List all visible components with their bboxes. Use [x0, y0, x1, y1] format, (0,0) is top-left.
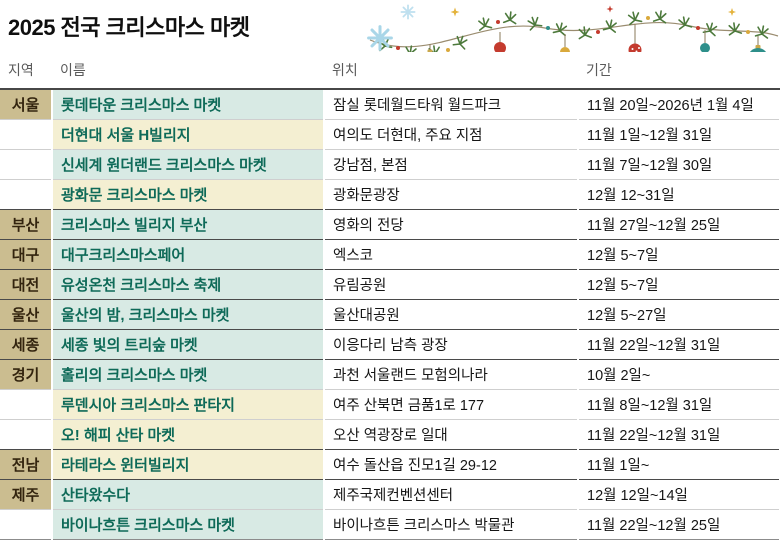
pine-sprig: [376, 9, 771, 59]
market-name-cell: 울산의 밤, 크리스마스 마켓: [52, 298, 325, 329]
market-name-cell: 대구크리스마스페어: [52, 238, 325, 269]
market-name-cell: 라테라스 윈터빌리지: [52, 448, 325, 479]
region-cell: [0, 388, 53, 419]
page-title: 2025 전국 크리스마스 마켓: [8, 15, 250, 40]
table-row: 울산 울산의 밤, 크리스마스 마켓 울산대공원 12월 5~27일: [0, 298, 780, 329]
region-cell: [0, 508, 53, 540]
market-name-cell: 크리스마스 빌리지 부산: [52, 208, 325, 239]
period-cell: 11월 1일~: [578, 448, 780, 479]
location-cell: 제주국제컨벤션센터: [324, 478, 579, 509]
table-row: 세종 세종 빛의 트리숲 마켓 이응다리 남측 광장 11월 22일~12월 3…: [0, 328, 780, 359]
period-cell: 12월 5~27일: [578, 298, 780, 329]
market-name-cell: 바이나흐튼 크리스마스 마켓: [52, 508, 325, 540]
location-cell: 유림공원: [324, 268, 579, 299]
period-cell: 12월 12일~14일: [578, 478, 780, 509]
market-name-cell: 세종 빛의 트리숲 마켓: [52, 328, 325, 359]
header-row: 지역 이름 위치 기간: [0, 52, 780, 90]
location-cell: 잠실 롯데월드타워 월드파크: [324, 88, 579, 119]
region-cell: 제주: [0, 478, 53, 509]
column-header-name: 이름: [52, 52, 324, 90]
region-cell: 대전: [0, 268, 53, 299]
market-table: 지역 이름 위치 기간 서울 롯데타운 크리스마스 마켓 잠실 롯데월드타워 월…: [0, 52, 780, 540]
garland-string: [369, 21, 779, 48]
period-cell: 11월 20일~2026년 1월 4일: [578, 88, 780, 119]
location-cell: 바이나흐튼 크리스마스 박물관: [324, 508, 579, 540]
location-cell: 울산대공원: [324, 298, 579, 329]
table-row: 부산 크리스마스 빌리지 부산 영화의 전당 11월 27일~12월 25일: [0, 208, 780, 239]
region-cell: 대구: [0, 238, 53, 269]
location-cell: 이응다리 남측 광장: [324, 328, 579, 359]
region-cell: [0, 148, 53, 179]
period-cell: 12월 5~7일: [578, 238, 780, 269]
table-row: 경기 홀리의 크리스마스 마켓 과천 서울랜드 모험의나라 10월 2일~: [0, 358, 780, 389]
period-cell: 12월 5~7일: [578, 268, 780, 299]
location-cell: 엑스코: [324, 238, 579, 269]
period-cell: 11월 22일~12월 25일: [578, 508, 780, 540]
location-cell: 영화의 전당: [324, 208, 579, 239]
region-cell: 전남: [0, 448, 53, 479]
table-row: 대구 대구크리스마스페어 엑스코 12월 5~7일: [0, 238, 780, 269]
period-cell: 11월 7일~12월 30일: [578, 148, 780, 179]
region-cell: 세종: [0, 328, 53, 359]
region-cell: [0, 418, 53, 449]
market-name-cell: 오! 해피 산타 마켓: [52, 418, 325, 449]
market-name-cell: 산타왔수다: [52, 478, 325, 509]
market-name-cell: 루덴시아 크리스마스 판타지: [52, 388, 325, 419]
column-header-location: 위치: [324, 52, 578, 90]
market-name-cell: 홀리의 크리스마스 마켓: [52, 358, 325, 389]
column-header-region: 지역: [0, 52, 52, 90]
table-row: 제주 산타왔수다 제주국제컨벤션센터 12월 12일~14일: [0, 478, 780, 509]
market-name-cell: 유성온천 크리스마스 축제: [52, 268, 325, 299]
column-header-period: 기간: [578, 52, 780, 90]
location-cell: 과천 서울랜드 모험의나라: [324, 358, 579, 389]
region-cell: 울산: [0, 298, 53, 329]
region-cell: [0, 178, 53, 209]
period-cell: 11월 22일~12월 31일: [578, 418, 780, 449]
region-cell: [0, 118, 53, 149]
table-row: 서울 롯데타운 크리스마스 마켓 잠실 롯데월드타워 월드파크 11월 20일~…: [0, 88, 780, 119]
location-cell: 여수 돌산읍 진모1길 29-12: [324, 448, 579, 479]
sparkle-icon: [450, 5, 736, 17]
table-row: 전남 라테라스 윈터빌리지 여수 돌산읍 진모1길 29-12 11월 1일~: [0, 448, 780, 479]
market-name-cell: 광화문 크리스마스 마켓: [52, 178, 325, 209]
market-name-cell: 롯데타운 크리스마스 마켓: [52, 88, 325, 119]
table-row: 오! 해피 산타 마켓 오산 역광장로 일대 11월 22일~12월 31일: [0, 418, 780, 449]
period-cell: 10월 2일~: [578, 358, 780, 389]
table-row: 대전 유성온천 크리스마스 축제 유림공원 12월 5~7일: [0, 268, 780, 299]
location-cell: 여의도 더현대, 주요 지점: [324, 118, 579, 149]
region-cell: 서울: [0, 88, 53, 119]
location-cell: 여주 산북면 금품1로 177: [324, 388, 579, 419]
period-cell: 12월 12~31일: [578, 178, 780, 209]
berry-dot: [396, 16, 750, 52]
table-row: 더현대 서울 H빌리지 여의도 더현대, 주요 지점 11월 1일~12월 31…: [0, 118, 780, 149]
period-cell: 11월 8일~12월 31일: [578, 388, 780, 419]
location-cell: 오산 역광장로 일대: [324, 418, 579, 449]
period-cell: 11월 22일~12월 31일: [578, 328, 780, 359]
period-cell: 11월 27일~12월 25일: [578, 208, 780, 239]
region-cell: 경기: [0, 358, 53, 389]
table-row: 바이나흐튼 크리스마스 마켓 바이나흐튼 크리스마스 박물관 11월 22일~1…: [0, 508, 780, 540]
table-row: 신세계 원더랜드 크리스마스 마켓 강남점, 본점 11월 7일~12월 30일: [0, 148, 780, 179]
table-row: 루덴시아 크리스마스 판타지 여주 산북면 금품1로 177 11월 8일~12…: [0, 388, 780, 419]
market-name-cell: 신세계 원더랜드 크리스마스 마켓: [52, 148, 325, 179]
region-cell: 부산: [0, 208, 53, 239]
location-cell: 광화문광장: [324, 178, 579, 209]
market-table-area: 지역 이름 위치 기간 서울 롯데타운 크리스마스 마켓 잠실 롯데월드타워 월…: [0, 52, 780, 540]
table-row: 광화문 크리스마스 마켓 광화문광장 12월 12~31일: [0, 178, 780, 209]
market-name-cell: 더현대 서울 H빌리지: [52, 118, 325, 149]
location-cell: 강남점, 본점: [324, 148, 579, 179]
period-cell: 11월 1일~12월 31일: [578, 118, 780, 149]
